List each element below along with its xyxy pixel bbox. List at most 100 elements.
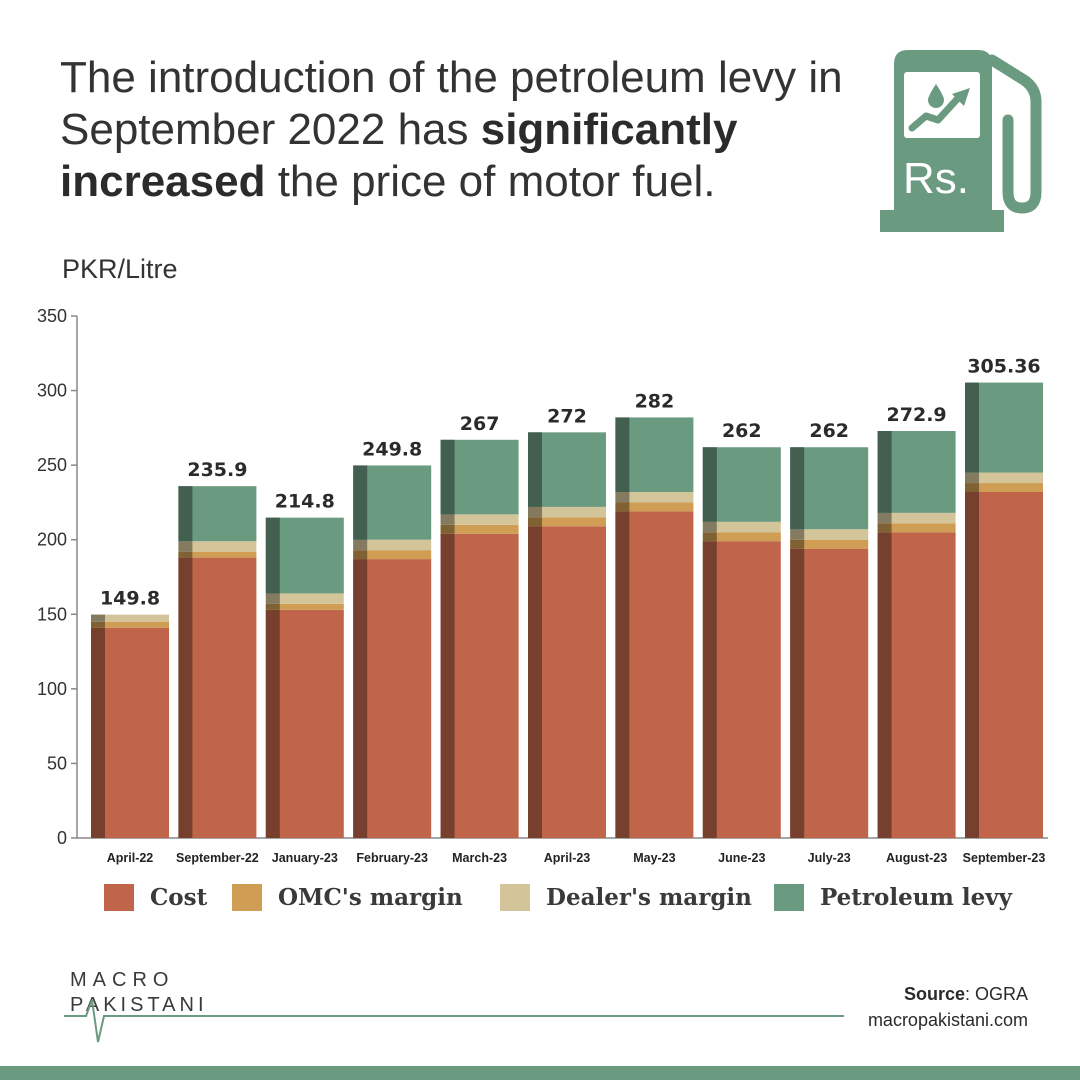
bottom-accent-bar	[0, 1066, 1080, 1080]
x-category-label: September-22	[176, 851, 259, 865]
bar-edge-shade	[790, 539, 805, 549]
bar-edge-shade	[790, 548, 805, 838]
bar-edge-shade	[440, 439, 455, 515]
macro-pakistani-logo: MACRO PAKISTANI	[64, 969, 844, 1043]
bar-segment-omc-s-margin	[353, 550, 432, 560]
bar-edge-shade	[877, 523, 892, 533]
bar-edge-shade	[702, 541, 717, 838]
bar-segment-dealer-s-margin	[877, 512, 956, 524]
bar-segment-omc-s-margin	[702, 532, 781, 542]
legend-swatch	[232, 884, 262, 911]
bar-segment-omc-s-margin	[790, 539, 869, 549]
bar-edge-shade	[615, 502, 630, 512]
bar-edge-shade	[440, 524, 455, 534]
bar-edge-shade	[965, 483, 979, 492]
pump-currency-symbol: Rs.	[903, 154, 969, 203]
x-category-label: January-23	[272, 851, 338, 865]
bar-total-label: 267	[460, 413, 500, 435]
bar-segment-omc-s-margin	[265, 603, 344, 610]
bar-edge-shade	[790, 529, 805, 540]
y-tick-label: 300	[37, 381, 67, 401]
bar-segment-dealer-s-margin	[440, 514, 519, 525]
y-tick-label: 150	[37, 604, 67, 624]
bar-edge-shade	[265, 517, 280, 594]
bar-edge-shade	[265, 603, 280, 610]
headline-text-1: The introduction of the petroleum levy i…	[60, 53, 843, 154]
bar-segment-dealer-s-margin	[615, 491, 694, 503]
bar-total-label: 282	[635, 390, 675, 412]
legend-item: Petroleum levy	[774, 884, 1012, 911]
bar-edge-shade	[91, 614, 105, 622]
bar-segment-dealer-s-margin	[528, 506, 606, 518]
bar-segment-dealer-s-margin	[265, 593, 344, 604]
legend-label: Petroleum levy	[820, 884, 1012, 911]
bar-edge-shade	[178, 557, 193, 838]
bar-segment-dealer-s-margin	[353, 539, 432, 551]
bar-edge-shade	[702, 447, 717, 522]
bar-edge-shade	[965, 472, 979, 484]
headline-text-2: the price of motor fuel.	[265, 157, 716, 206]
source-credit: Source: OGRA	[904, 984, 1028, 1005]
bar-segment-omc-s-margin	[965, 483, 1043, 492]
y-tick-label: 350	[37, 306, 67, 326]
bar-edge-shade	[178, 486, 193, 542]
legend-swatch	[104, 884, 134, 911]
bar-edge-shade	[265, 593, 280, 604]
bar-total-label: 149.8	[100, 588, 160, 610]
source-value: : OGRA	[964, 984, 1028, 1004]
bar-segment-dealer-s-margin	[178, 541, 257, 552]
y-tick-label: 100	[37, 679, 67, 699]
bar-segment-dealer-s-margin	[965, 472, 1043, 484]
legend-swatch	[774, 884, 804, 911]
legend-item: Cost	[104, 884, 207, 911]
bar-edge-shade	[615, 417, 630, 492]
bar-edge-shade	[353, 550, 368, 560]
bar-segment-omc-s-margin	[178, 551, 257, 558]
x-category-label: July-23	[808, 851, 851, 865]
bar-edge-shade	[702, 521, 717, 533]
legend-item: OMC's margin	[232, 884, 463, 911]
website-url: macropakistani.com	[867, 1010, 1028, 1030]
bar-edge-shade	[615, 491, 630, 503]
bar-edge-shade	[353, 539, 368, 551]
bar-edge-shade	[265, 609, 280, 838]
y-tick-label: 50	[47, 753, 67, 773]
bar-edge-shade	[91, 627, 105, 838]
headline-bold-text: significantly increased	[60, 105, 738, 206]
bar-segment-omc-s-margin	[615, 502, 694, 512]
bar-edge-shade	[440, 533, 455, 838]
bar-segment-omc-s-margin	[528, 517, 606, 527]
x-category-label: June-23	[718, 851, 765, 865]
bar-segment-dealer-s-margin	[91, 614, 169, 622]
bar-edge-shade	[615, 511, 630, 838]
legend-label: OMC's margin	[278, 884, 463, 911]
bar-segment-dealer-s-margin	[790, 529, 869, 540]
bar-total-label: 235.9	[187, 459, 247, 481]
bar-segment-omc-s-margin	[877, 523, 956, 533]
bar-segment-dealer-s-margin	[702, 521, 781, 533]
bar-edge-shade	[91, 621, 105, 628]
y-axis-unit-label: PKR/Litre	[62, 254, 178, 284]
bar-edge-shade	[528, 432, 542, 507]
bar-edge-shade	[178, 541, 193, 552]
bar-edge-shade	[353, 465, 368, 540]
bar-total-label: 272	[547, 405, 587, 427]
bar-edge-shade	[877, 512, 892, 524]
bar-total-label: 262	[722, 420, 762, 442]
svg-text:PAKISTANI: PAKISTANI	[70, 994, 208, 1016]
x-category-label: April-23	[544, 851, 591, 865]
bar-total-label: 305.36	[967, 356, 1040, 378]
bar-edge-shade	[877, 430, 892, 513]
bar-total-label: 214.8	[275, 491, 335, 513]
y-tick-label: 250	[37, 455, 67, 475]
x-category-label: March-23	[452, 851, 507, 865]
bar-edge-shade	[965, 491, 979, 838]
bar-segment-omc-s-margin	[91, 621, 169, 628]
bar-edge-shade	[440, 514, 455, 525]
legend-label: Dealer's margin	[546, 884, 752, 911]
x-category-label: September-23	[963, 851, 1046, 865]
source-label: Source	[903, 984, 965, 1004]
bar-total-label: 249.8	[362, 438, 422, 460]
bar-edge-shade	[178, 551, 193, 558]
x-category-label: May-23	[633, 851, 675, 865]
